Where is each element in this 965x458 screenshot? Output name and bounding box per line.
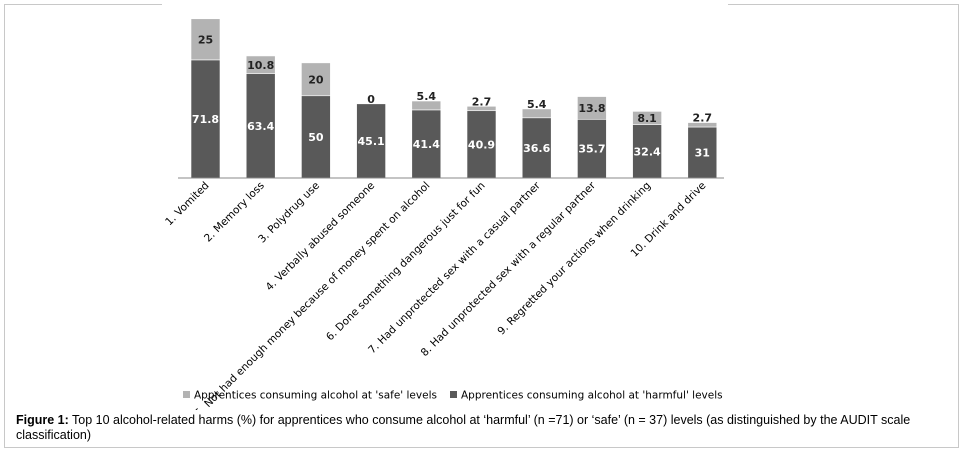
- label-safe-7: 5.4: [527, 98, 547, 111]
- bar-safe-1: [190, 18, 221, 61]
- label-harmful-5: 41.4: [413, 138, 440, 151]
- label-harmful-2: 63.4: [247, 120, 274, 133]
- label-harmful-9: 32.4: [634, 145, 661, 158]
- bar-safe-6: [466, 105, 497, 112]
- label-safe-3: 20: [308, 73, 324, 86]
- caption-label: Figure 1:: [16, 413, 69, 427]
- label-safe-9: 8.1: [637, 112, 657, 125]
- label-safe-5: 5.4: [417, 90, 437, 103]
- bar-harmful-5: [411, 109, 442, 179]
- legend-item-harmful-swatch: [450, 391, 457, 398]
- label-safe-10: 2.7: [693, 112, 713, 125]
- x-tick-label-4: 4. Verbally abused someone: [264, 180, 378, 294]
- figure-frame: [4, 4, 959, 448]
- bar-safe-7: [521, 108, 552, 119]
- label-harmful-1: 71.8: [192, 113, 219, 126]
- label-safe-1: 25: [198, 33, 213, 46]
- bar-harmful-10: [687, 126, 718, 179]
- label-harmful-7: 36.6: [523, 142, 550, 155]
- frame-top-left-rule: [4, 4, 162, 5]
- label-safe-8: 13.8: [578, 102, 605, 115]
- bar-safe-8: [577, 96, 607, 120]
- label-safe-6: 2.7: [472, 95, 492, 108]
- legend-item-safe-label: Apprentices consuming alcohol at 'safe' …: [194, 390, 437, 402]
- bar-safe-3: [301, 62, 331, 97]
- bar-harmful-1: [190, 59, 221, 179]
- caption-text: Top 10 alcohol-related harms (%) for app…: [16, 413, 911, 442]
- bar-safe-10: [687, 122, 718, 128]
- label-harmful-4: 45.1: [358, 135, 385, 148]
- bars-layer: 71.8 25 63.4 10.8 50 20 45.1 0 41.4 5.4 40.9 2.7 36.…: [190, 18, 718, 179]
- legend-item-safe-swatch: [183, 391, 190, 398]
- bar-harmful-8: [577, 118, 607, 179]
- frame-top-right-rule: [728, 4, 959, 5]
- stacked-bar-chart: 71.8 25 63.4 10.8 50 20 45.1 0 41.4 5.4 40.9 2.7 36.…: [163, 18, 724, 410]
- figure-caption: Figure 1: Top 10 alcohol-related harms (…: [16, 413, 946, 443]
- label-safe-4: 0: [367, 93, 375, 106]
- bar-safe-2: [245, 55, 276, 75]
- bar-safe-9: [632, 111, 662, 126]
- legend-item-harmful-label: Apprentices consuming alcohol at 'harmfu…: [461, 390, 723, 402]
- label-harmful-3: 50: [308, 131, 324, 144]
- bar-safe-5: [411, 100, 442, 111]
- label-harmful-10: 31: [695, 147, 710, 160]
- bar-harmful-2: [245, 73, 276, 179]
- legend: Apprentices consuming alcohol at 'safe' …: [183, 390, 723, 402]
- label-safe-2: 10.8: [247, 59, 274, 72]
- label-harmful-6: 40.9: [468, 138, 495, 151]
- label-harmful-8: 35.7: [578, 143, 605, 156]
- x-tick-label-1: 1. Vomited: [163, 180, 211, 228]
